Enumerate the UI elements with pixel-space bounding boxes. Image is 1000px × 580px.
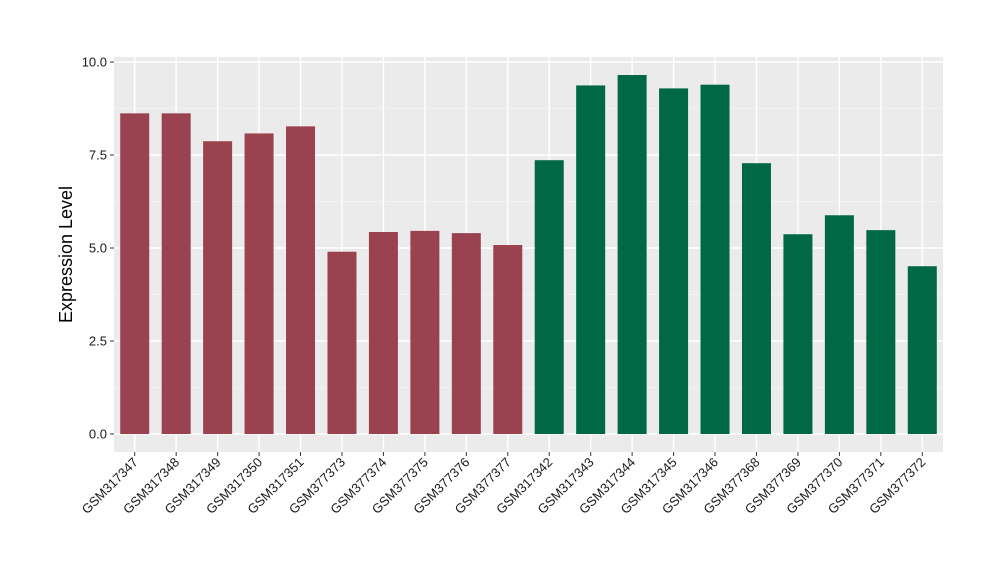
- plot-background: [114, 57, 943, 452]
- bar-gsm377377: [493, 245, 523, 434]
- bar-gsm317343: [576, 85, 606, 434]
- x-axis-ticks: GSM317347GSM317348GSM317349GSM317350GSM3…: [79, 452, 928, 517]
- y-tick-label: 10.0: [82, 55, 107, 70]
- bar-gsm377370: [824, 215, 854, 434]
- bar-gsm377374: [368, 232, 398, 434]
- bar-gsm377375: [410, 230, 440, 434]
- bar-gsm377372: [907, 266, 937, 434]
- y-tick-label: 7.5: [89, 148, 107, 163]
- y-axis-title: Expression Level: [56, 186, 76, 323]
- bar-gsm377376: [451, 233, 481, 434]
- bar-gsm317345: [659, 88, 689, 435]
- bar-gsm317350: [244, 133, 274, 434]
- bar-gsm377368: [741, 163, 771, 434]
- y-tick-label: 0.0: [89, 427, 107, 442]
- bar-gsm377371: [866, 230, 896, 434]
- bar-gsm317344: [617, 75, 647, 435]
- bar-gsm317348: [161, 113, 191, 434]
- bar-gsm317346: [700, 84, 730, 434]
- bar-gsm317349: [203, 141, 233, 434]
- bar-gsm317351: [286, 126, 316, 434]
- bar-gsm377369: [783, 234, 813, 434]
- bar-gsm317342: [534, 160, 564, 434]
- bar-gsm377373: [327, 251, 357, 434]
- y-axis-ticks: 0.0 2.5 5.0 7.5 10.0: [82, 55, 114, 442]
- y-tick-label: 2.5: [89, 334, 107, 349]
- bars: [120, 75, 937, 435]
- bar-gsm317347: [120, 113, 150, 434]
- y-tick-label: 5.0: [89, 241, 107, 256]
